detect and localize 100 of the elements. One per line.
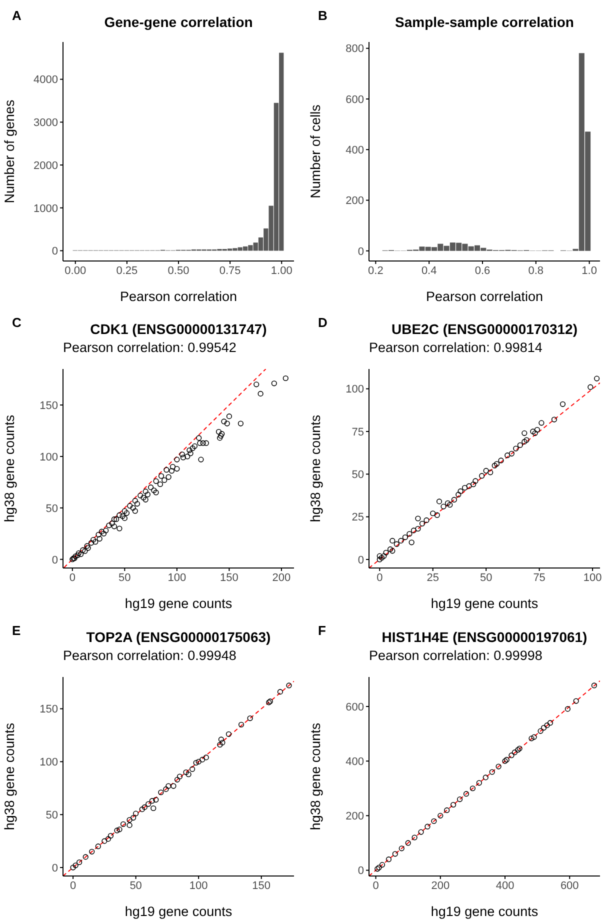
point	[196, 758, 202, 764]
point	[517, 442, 523, 448]
point	[390, 548, 396, 554]
point	[494, 461, 500, 468]
point	[444, 807, 450, 813]
point	[476, 780, 482, 786]
point	[508, 752, 514, 758]
text: B	[318, 8, 328, 23]
point	[82, 854, 88, 860]
point	[530, 428, 536, 435]
point	[483, 468, 489, 474]
point	[508, 451, 514, 457]
chart-title: Sample-sample correlation	[394, 14, 575, 30]
point	[547, 720, 554, 726]
point	[146, 800, 152, 806]
y-tick-label: 100	[40, 452, 58, 464]
x-tick-label: 100	[583, 572, 602, 584]
point	[538, 420, 544, 426]
point	[551, 417, 558, 423]
y-tick-label: 1000	[34, 202, 58, 215]
x-axis-title: hg19 gene counts	[430, 596, 538, 612]
point	[431, 818, 437, 824]
x-tick-label: 100	[168, 572, 186, 584]
x-axis-title: hg19 gene counts	[124, 904, 232, 919]
x-tick-label: 400	[496, 879, 514, 892]
point	[394, 542, 400, 548]
point	[470, 482, 476, 488]
point	[462, 485, 468, 491]
point	[386, 856, 392, 862]
point	[126, 816, 132, 822]
point	[532, 430, 538, 436]
point	[588, 384, 594, 390]
point	[419, 521, 426, 527]
point	[176, 773, 183, 779]
x-tick-label: 0.50	[168, 264, 190, 277]
x-tick-label: 0	[69, 572, 76, 584]
x-axis-title: hg19 gene counts	[430, 904, 538, 919]
point	[573, 698, 579, 704]
y-tick-label: 0	[358, 246, 364, 258]
point	[170, 782, 176, 788]
y-tick-label: 50	[46, 503, 58, 516]
point	[376, 554, 382, 560]
y-axis-title: hg38 gene counts	[2, 722, 17, 830]
point	[381, 554, 387, 560]
point	[528, 735, 534, 741]
point	[398, 538, 404, 544]
point	[116, 826, 122, 832]
chart-title: UBE2C (ENSG00000170312)	[390, 321, 578, 338]
x-tick-label: 75	[533, 572, 546, 584]
x-tick-label: 50	[118, 572, 131, 584]
point	[108, 832, 114, 838]
point	[498, 458, 504, 464]
y-axis-title: hg38 gene counts	[308, 414, 323, 522]
point	[390, 538, 396, 544]
point	[378, 555, 385, 561]
y-axis-title: Number of cells	[308, 104, 323, 198]
point	[200, 756, 206, 762]
y-tick-label: 2000	[34, 160, 58, 172]
point	[405, 840, 411, 846]
point	[203, 754, 209, 760]
point	[492, 463, 498, 469]
point	[444, 500, 451, 506]
point	[412, 834, 418, 840]
point	[150, 805, 156, 811]
text: D	[318, 315, 328, 330]
x-tick-label: 0.75	[219, 264, 241, 277]
y-tick-label: 0	[52, 554, 58, 567]
point	[218, 736, 224, 742]
x-tick-label: 50	[130, 879, 142, 892]
point	[220, 739, 226, 746]
y-tick-label: 200	[346, 195, 364, 208]
point	[158, 789, 164, 795]
point	[489, 768, 495, 774]
point	[488, 470, 494, 476]
point	[392, 850, 398, 856]
x-tick-label: 150	[220, 572, 238, 584]
x-tick-label: 1.00	[270, 264, 292, 277]
point	[163, 786, 169, 792]
point	[186, 771, 192, 777]
point	[142, 804, 148, 810]
point	[479, 473, 485, 479]
point	[130, 814, 136, 820]
point	[398, 845, 404, 851]
y-tick-label: 100	[40, 756, 58, 768]
point	[415, 526, 421, 532]
y-tick-label: 75	[352, 426, 364, 439]
y-tick-label: 0	[358, 554, 364, 567]
point	[217, 742, 223, 748]
point	[522, 439, 528, 445]
point	[438, 812, 444, 818]
x-tick-label: 0.00	[64, 264, 86, 277]
point	[564, 706, 570, 712]
y-tick-label: 50	[46, 809, 58, 822]
y-tick-label: 600	[346, 701, 364, 714]
x-tick-label: 0	[372, 879, 379, 892]
point	[149, 798, 155, 804]
point	[406, 531, 412, 537]
x-tick-label: 200	[431, 879, 450, 892]
y-tick-label: 0	[52, 862, 58, 874]
point	[424, 823, 430, 830]
